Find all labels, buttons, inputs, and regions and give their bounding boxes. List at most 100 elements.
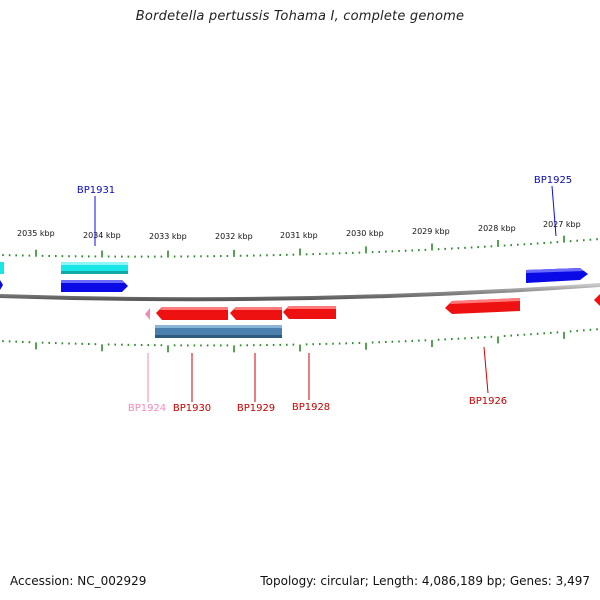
scale-tick-top <box>543 242 545 245</box>
gene-bp1926-arrow[interactable] <box>445 298 520 314</box>
scale-tick-top <box>253 254 255 257</box>
genome-backbone <box>0 283 600 302</box>
scale-tick-top <box>457 247 460 250</box>
scale-tick-bottom <box>332 342 334 345</box>
scale-tick-bottom <box>81 342 83 345</box>
scale-tick-top <box>556 241 559 244</box>
scale-tick-bottom <box>233 345 235 353</box>
genome-summary-text: Topology: circular; Length: 4,086,189 bp… <box>260 574 590 588</box>
scale-tick-bottom <box>583 329 585 332</box>
gene-bp1931-arrow[interactable] <box>61 280 128 292</box>
gene-bp1928-arrow[interactable] <box>283 306 336 319</box>
scale-tick-top <box>220 255 222 258</box>
scale-tick-top <box>127 255 130 258</box>
scale-tick-top <box>563 235 565 243</box>
scale-tick-bottom <box>365 342 367 350</box>
scale-tick-bottom <box>187 344 189 347</box>
scale-tick-bottom <box>411 339 413 342</box>
scale-tick-top <box>404 249 407 252</box>
gene-feature-cyan-edge <box>0 262 4 274</box>
scale-tick-top <box>88 255 90 258</box>
gene-feature-cyan[interactable] <box>61 262 128 274</box>
scale-tick-top <box>8 254 11 257</box>
gene-label-bp1924[interactable]: BP1924 <box>128 403 166 414</box>
scale-ticks-bottom <box>2 328 598 353</box>
scale-tick-bottom <box>319 343 321 346</box>
scale-tick-bottom <box>239 344 242 347</box>
gene-label-bp1926[interactable]: BP1926 <box>469 396 507 407</box>
scale-tick-bottom <box>510 334 512 337</box>
scale-tick-top <box>550 241 552 244</box>
scale-tick-top <box>411 249 413 252</box>
scale-tick-top <box>233 249 235 257</box>
scale-tick-top <box>147 255 149 258</box>
scale-tick-top <box>536 242 539 245</box>
scale-tick-bottom <box>477 336 479 339</box>
scale-tick-bottom <box>55 342 57 345</box>
scale-tick-top <box>226 254 229 257</box>
scale-label-2034: 2034 kbp <box>83 231 121 240</box>
gene-feature-steelblue[interactable] <box>155 325 282 338</box>
gene-label-bp1928[interactable]: BP1928 <box>292 402 330 413</box>
scale-tick-top <box>299 248 301 256</box>
gene-label-bp1930[interactable]: BP1930 <box>173 403 211 414</box>
scale-tick-top <box>167 250 169 258</box>
scale-tick-bottom <box>490 335 493 338</box>
scale-tick-top <box>365 246 367 254</box>
scale-tick-bottom <box>444 338 446 341</box>
scale-tick-top <box>484 245 486 248</box>
scale-tick-top <box>312 253 314 256</box>
scale-tick-bottom <box>404 340 407 343</box>
scale-tick-top <box>41 254 44 257</box>
scale-label-2033: 2033 kbp <box>149 232 187 241</box>
gene-label-bp1929[interactable]: BP1929 <box>237 403 275 414</box>
scale-tick-bottom <box>180 344 182 347</box>
scale-tick-top <box>154 255 156 258</box>
scale-tick-top <box>305 253 308 256</box>
scale-tick-bottom <box>206 344 209 347</box>
scale-tick-bottom <box>94 343 97 346</box>
gene-bp1925-arrow[interactable] <box>526 268 588 283</box>
scale-tick-top <box>391 250 394 253</box>
scale-tick-top <box>101 250 103 258</box>
scale-tick-top <box>530 242 532 245</box>
scale-tick-bottom <box>431 340 433 348</box>
gene-label-bp1931[interactable]: BP1931 <box>77 185 115 196</box>
genome-title: Bordetella pertussis Tohama I, complete … <box>135 9 465 24</box>
scale-tick-top <box>477 246 479 249</box>
scale-tick-bottom <box>596 328 598 331</box>
scale-tick-top <box>206 255 209 258</box>
scale-tick-bottom <box>305 343 308 346</box>
scale-tick-top <box>523 243 526 246</box>
scale-tick-bottom <box>371 341 374 344</box>
scale-tick-top <box>121 255 123 258</box>
gene-bp1930-arrow[interactable] <box>156 307 228 320</box>
scale-tick-top <box>569 240 572 243</box>
scale-tick-top <box>246 254 248 257</box>
scale-tick-top <box>503 244 506 247</box>
scale-tick-bottom <box>378 341 380 344</box>
scale-tick-bottom <box>220 344 222 347</box>
scale-tick-bottom <box>173 344 176 347</box>
scale-tick-bottom <box>134 343 136 346</box>
scale-tick-bottom <box>101 344 103 352</box>
gene-label-bp1925[interactable]: BP1925 <box>534 175 572 186</box>
scale-tick-top <box>385 250 387 253</box>
scale-tick-bottom <box>107 343 110 346</box>
scale-label-2031: 2031 kbp <box>280 231 318 240</box>
scale-ticks-top <box>2 235 598 258</box>
scale-tick-bottom <box>167 345 169 353</box>
scale-tick-top <box>583 239 585 242</box>
scale-tick-top <box>239 254 242 257</box>
scale-tick-bottom <box>503 334 506 337</box>
scale-tick-top <box>2 254 4 257</box>
scale-tick-bottom <box>299 344 301 352</box>
gene-bp1924-arrow[interactable] <box>145 308 150 320</box>
gene-bp1929-arrow[interactable] <box>230 307 282 320</box>
scale-label-2035: 2035 kbp <box>17 229 55 238</box>
scale-tick-bottom <box>451 338 453 341</box>
scale-tick-top <box>140 255 143 258</box>
scale-tick-bottom <box>517 334 519 337</box>
scale-tick-top <box>279 253 281 256</box>
